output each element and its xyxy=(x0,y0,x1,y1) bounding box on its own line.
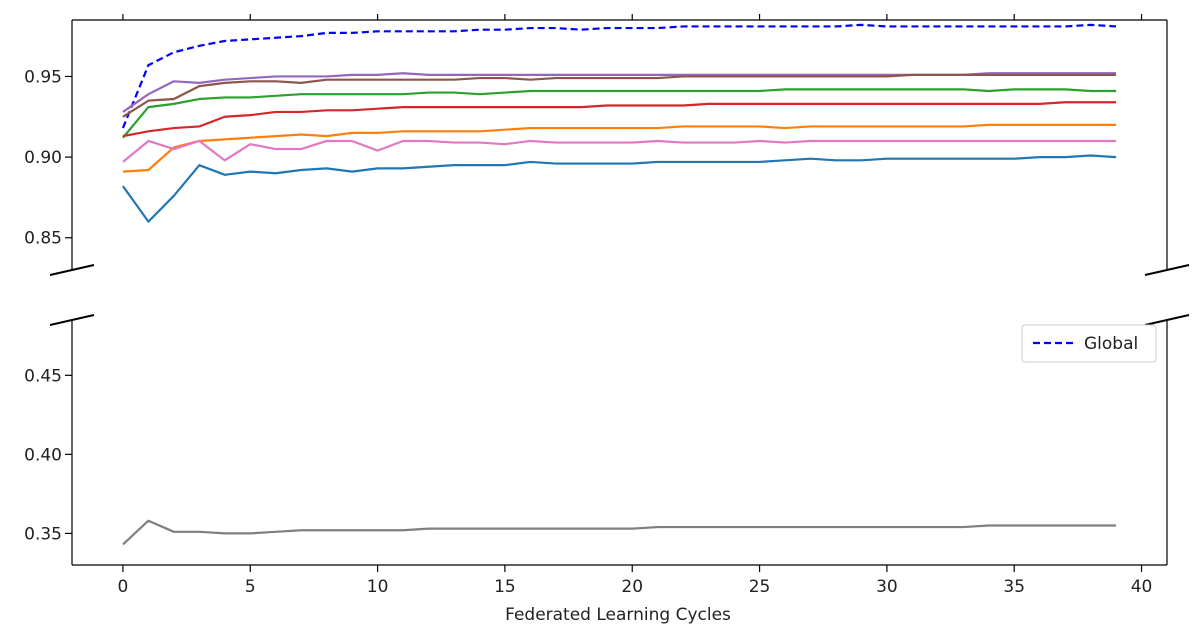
upper-y-tick-label: 0.90 xyxy=(24,148,62,168)
legend: Global xyxy=(1021,324,1157,363)
x-tick-label: 30 xyxy=(876,577,898,597)
x-tick-label: 40 xyxy=(1131,577,1153,597)
x-tick-label: 25 xyxy=(749,577,771,597)
upper-y-tick-label: 0.95 xyxy=(24,67,62,87)
upper-series-line-6 xyxy=(122,139,1117,163)
axis-break-mark xyxy=(49,314,95,326)
upper-series-line-7 xyxy=(122,154,1117,223)
lower-plot-panel: 0.35 0.40 0.45 xyxy=(24,320,1168,566)
upper-y-tick-label: 0.85 xyxy=(24,229,62,249)
x-tick-label: 0 xyxy=(118,577,129,597)
lower-y-tick-label: 0.40 xyxy=(24,445,62,465)
x-tick-label: 20 xyxy=(621,577,643,597)
axis-break-marks xyxy=(49,264,1190,326)
axis-break-mark xyxy=(1144,264,1190,276)
upper-series-line-0 xyxy=(121,23,1117,129)
lower-y-tick-label: 0.35 xyxy=(24,524,62,544)
lower-y-tick-label: 0.45 xyxy=(24,366,62,386)
x-tick-label: 35 xyxy=(1003,577,1025,597)
axis-break-mark xyxy=(49,264,95,276)
x-tick-label: 10 xyxy=(367,577,389,597)
lower-series-line-8 xyxy=(122,519,1117,546)
x-tick-label: 15 xyxy=(494,577,516,597)
upper-series-line-2 xyxy=(122,73,1117,118)
x-axis-ticks: 0 5 10 15 20 25 30 35 40 xyxy=(118,565,1153,597)
axis-break-mark xyxy=(1144,314,1190,326)
upper-series-line-3 xyxy=(122,88,1117,139)
legend-box xyxy=(1021,324,1157,363)
upper-series-line-5 xyxy=(122,123,1117,173)
x-tick-label: 5 xyxy=(245,577,256,597)
legend-label-global: Global xyxy=(1084,334,1138,354)
x-axis-title: Federated Learning Cycles xyxy=(505,605,731,625)
upper-plot-panel: 0.85 0.90 0.95 xyxy=(24,14,1168,270)
upper-series-line-4 xyxy=(122,101,1117,138)
